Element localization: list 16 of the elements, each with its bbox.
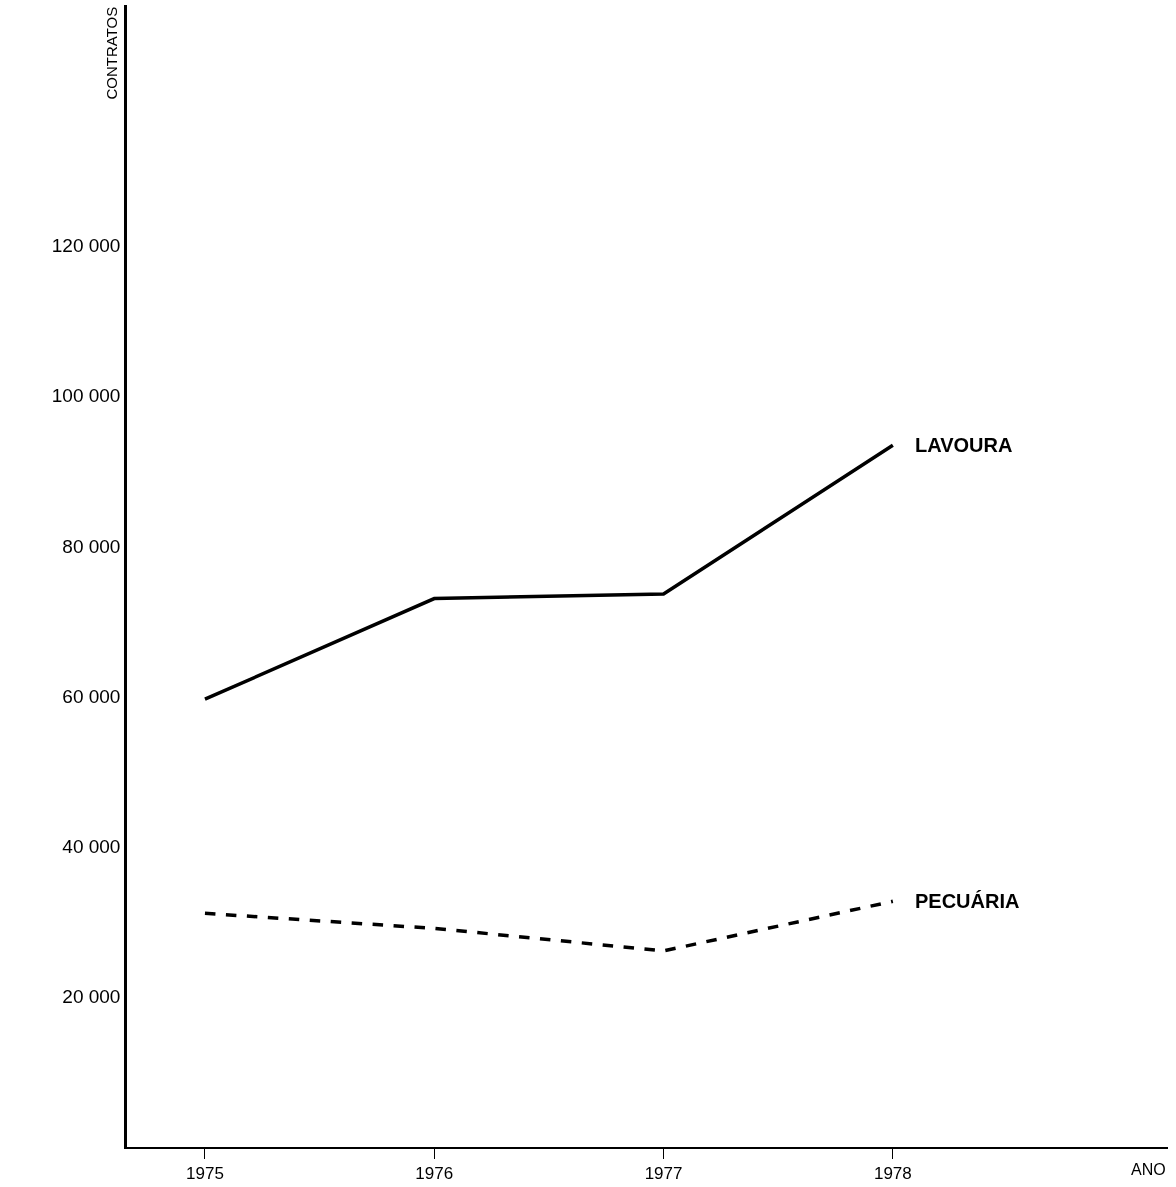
x-tick-label: 1976 <box>415 1164 454 1184</box>
series-label: PECUÁRIA <box>915 890 1020 912</box>
x-tick-label: 1975 <box>186 1164 224 1184</box>
y-tick-label: 100 000 <box>51 385 121 407</box>
y-tick-label: 60 000 <box>62 685 121 707</box>
y-tick-label: 40 000 <box>62 836 121 858</box>
line-series <box>203 443 895 701</box>
x-tick-label: 1977 <box>644 1164 683 1184</box>
series-label: LAVOURA <box>915 434 1013 456</box>
y-tick-label: 20 000 <box>62 986 121 1008</box>
x-tick-label: 1978 <box>873 1164 912 1184</box>
line-series <box>203 899 895 953</box>
y-axis-title: CONTRATOS <box>102 6 120 100</box>
x-axis-title: ANO <box>1131 1161 1166 1178</box>
y-tick-label: 120 000 <box>51 235 121 257</box>
y-tick-label: 80 000 <box>62 535 121 557</box>
